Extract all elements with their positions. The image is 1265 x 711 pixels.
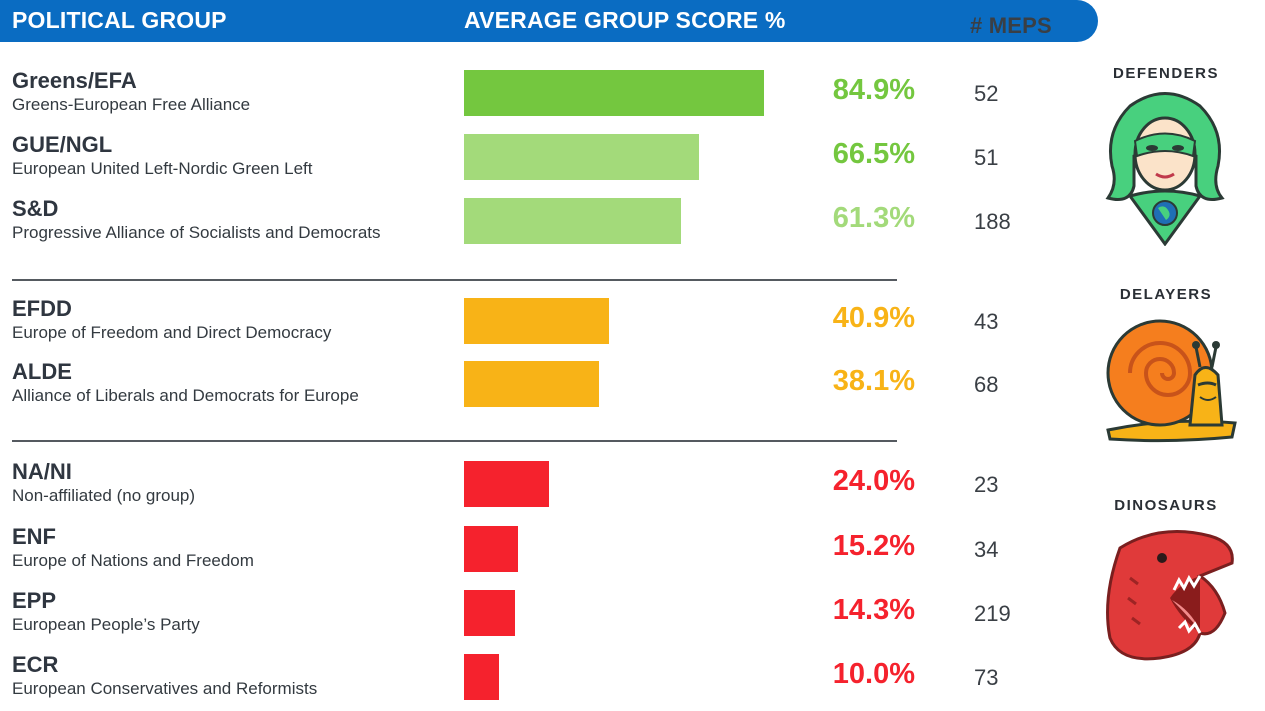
group-full-name: Progressive Alliance of Socialists and D…	[12, 223, 381, 242]
score-label: 61.3%	[832, 202, 915, 234]
superhero-icon	[1105, 92, 1225, 246]
group-full-name: European People’s Party	[12, 615, 200, 634]
meps-count: 73	[974, 665, 999, 690]
defenders-label: DEFENDERS	[1112, 65, 1219, 82]
group-full-name: Alliance of Liberals and Democrats for E…	[12, 386, 359, 405]
group-full-name: European Conservatives and Reformists	[12, 679, 318, 698]
score-label: 24.0%	[832, 465, 915, 497]
chart-row: ECR European Conservatives and Reformists…	[0, 652, 1060, 708]
meps-count: 188	[974, 209, 1011, 234]
group-abbreviation: ECR	[12, 652, 59, 677]
meps-count: 51	[974, 145, 999, 170]
chart-row: EFDD Europe of Freedom and Direct Democra…	[0, 296, 1060, 352]
meps-count: 23	[974, 472, 999, 497]
score-label: 84.9%	[832, 74, 915, 106]
average-score-header: AVERAGE GROUP SCORE %	[464, 7, 786, 33]
group-abbreviation: ENF	[12, 524, 56, 549]
dinosaur-icon	[1106, 530, 1234, 661]
score-bar	[464, 70, 764, 116]
group-full-name: Non-affiliated (no group)	[12, 486, 196, 505]
chart-row: ALDE Alliance of Liberals and Democrats f…	[0, 359, 1060, 415]
political-group-header: POLITICAL GROUP	[12, 7, 227, 33]
group-full-name: European United Left-Nordic Green Left	[12, 159, 313, 178]
delayers-label: DELAYERS	[1119, 286, 1213, 303]
group-abbreviation: ALDE	[12, 359, 72, 384]
group-abbreviation: EFDD	[12, 296, 72, 321]
score-bar	[464, 134, 699, 180]
chart-row: EPP European People’s Party 14.3% 219	[0, 588, 1060, 644]
table-header: POLITICAL GROUP AVERAGE GROUP SCORE % # …	[0, 0, 1098, 42]
group-full-name: Europe of Freedom and Direct Democracy	[12, 323, 332, 342]
meps-header: # MEPS	[970, 13, 1052, 38]
section-divider	[12, 440, 897, 442]
chart-row: Greens/EFA Greens-European Free Alliance 8…	[0, 68, 1060, 124]
group-full-name: Europe of Nations and Freedom	[12, 551, 254, 570]
score-bar	[464, 461, 549, 507]
score-label: 14.3%	[832, 594, 915, 626]
meps-count: 43	[974, 309, 999, 334]
group-abbreviation: GUE/NGL	[12, 132, 113, 157]
meps-count: 34	[974, 537, 999, 562]
chart-row: ENF Europe of Nations and Freedom 15.2% 34	[0, 524, 1060, 580]
score-label: 40.9%	[832, 302, 915, 334]
score-label: 15.2%	[832, 530, 915, 562]
score-bar	[464, 298, 609, 344]
score-bar	[464, 526, 518, 572]
dinosaurs-label: DINOSAURS	[1114, 497, 1218, 514]
score-label: 10.0%	[832, 658, 915, 690]
group-abbreviation: EPP	[12, 588, 57, 613]
score-label: 38.1%	[832, 365, 915, 397]
score-bar	[464, 361, 599, 407]
meps-count: 52	[974, 81, 999, 106]
score-label: 66.5%	[832, 138, 915, 170]
chart-row: NA/NI Non-affiliated (no group) 24.0% 23	[0, 459, 1060, 515]
chart-row: S&D Progressive Alliance of Socialists an…	[0, 196, 1060, 252]
chart-row: GUE/NGL European United Left-Nordic Green…	[0, 132, 1060, 188]
group-full-name: Greens-European Free Alliance	[12, 95, 251, 114]
group-abbreviation: S&D	[12, 196, 59, 221]
meps-count: 219	[974, 601, 1011, 626]
group-abbreviation: NA/NI	[12, 459, 72, 484]
snail-icon	[1106, 319, 1237, 443]
score-bar	[464, 590, 515, 636]
meps-count: 68	[974, 372, 999, 397]
group-abbreviation: Greens/EFA	[12, 68, 137, 93]
section-divider	[12, 279, 897, 281]
score-bar	[464, 654, 499, 700]
score-bar	[464, 198, 681, 244]
